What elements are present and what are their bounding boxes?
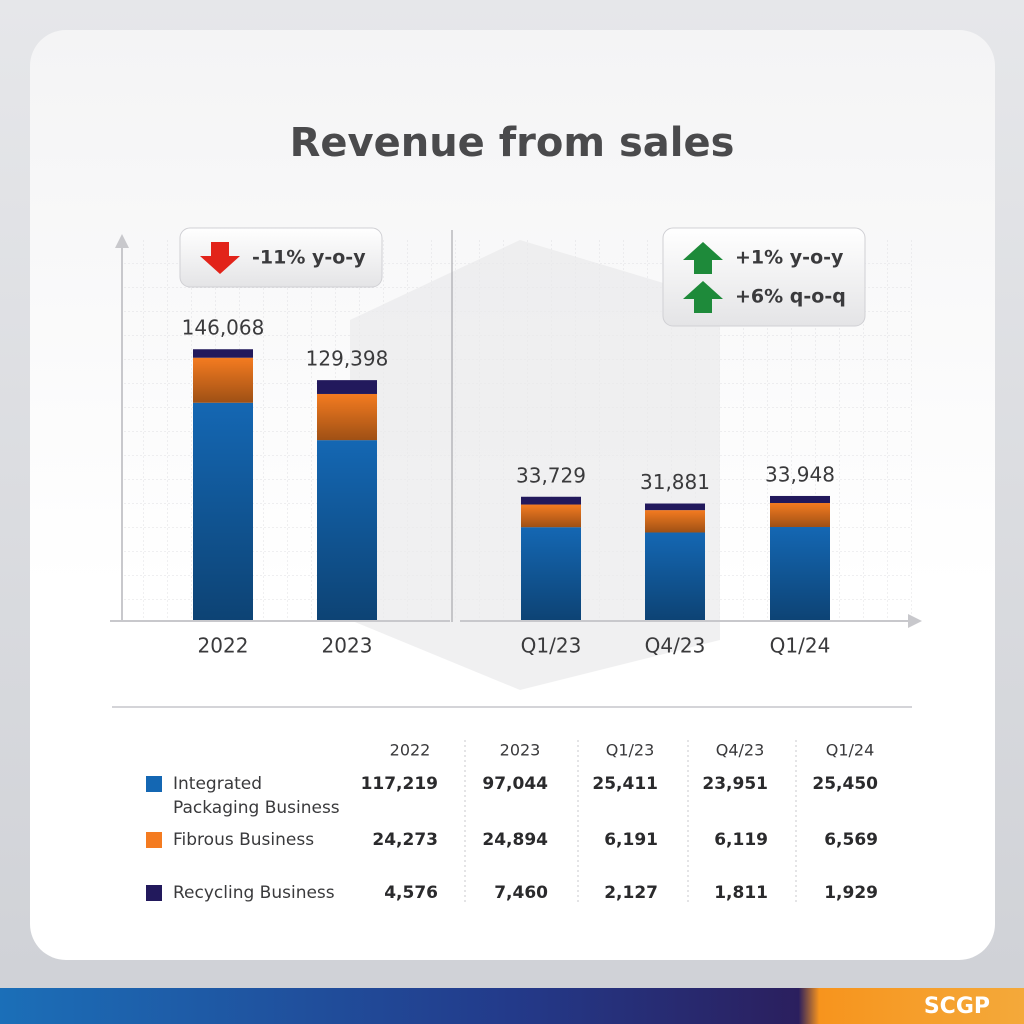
x-tick-label: 2023 (322, 634, 373, 658)
x-tick-label: 2022 (198, 634, 249, 658)
row-label: Recycling Business (173, 883, 335, 903)
table-cell: 117,219 (361, 774, 438, 794)
bar-segment (521, 527, 581, 620)
axis-arrow (115, 234, 129, 248)
badge-text: -11% y-o-y (252, 247, 366, 269)
trend-arrow (200, 242, 240, 274)
total-label: 33,729 (516, 463, 586, 487)
table-header: 2022 (390, 741, 431, 760)
legend-swatch (146, 885, 162, 901)
table-cell: 6,119 (714, 830, 768, 850)
axis-arrow (908, 614, 922, 628)
badge (662, 227, 866, 327)
trend-arrow (683, 242, 723, 274)
brand: SCGP (924, 994, 990, 1019)
table-header: Q1/23 (606, 741, 655, 760)
x-tick-label: Q1/24 (770, 634, 831, 658)
table-cell: 2,127 (604, 883, 658, 903)
bar-segment (645, 532, 705, 620)
bar-segment (193, 349, 253, 358)
table-cell: 25,450 (812, 774, 878, 794)
table-cell: 24,894 (482, 830, 548, 850)
badge-text: +6% q-o-q (735, 286, 846, 308)
footer-bar (0, 988, 1024, 1024)
legend-swatch (146, 776, 162, 792)
table-cell: 6,569 (824, 830, 878, 850)
table-header: Q4/23 (716, 741, 765, 760)
table-cell: 7,460 (494, 883, 548, 903)
bar-segment (521, 496, 581, 505)
table-header: Q1/24 (826, 741, 875, 760)
row-label: Integrated Packaging Business (173, 774, 340, 818)
table-cell: 1,929 (824, 883, 878, 903)
bar-segment (317, 393, 377, 441)
bar-segment (317, 440, 377, 620)
bar-segment (645, 503, 705, 511)
table-cell: 97,044 (482, 774, 548, 794)
total-label: 129,398 (306, 347, 389, 371)
title: Revenue from sales (290, 120, 735, 166)
table-cell: 1,811 (714, 883, 768, 903)
total-label: 33,948 (765, 462, 835, 486)
table-cell: 4,576 (384, 883, 438, 903)
trend-arrow (683, 281, 723, 313)
bar-segment (770, 503, 830, 528)
table-cell: 6,191 (604, 830, 658, 850)
total-label: 31,881 (640, 470, 710, 494)
bar-segment (193, 402, 253, 620)
table-cell: 25,411 (592, 774, 658, 794)
bar-segment (770, 527, 830, 620)
table-cell: 23,951 (702, 774, 768, 794)
x-tick-label: Q4/23 (645, 634, 706, 658)
x-tick-label: Q1/23 (521, 634, 582, 658)
total-label: 146,068 (182, 316, 265, 340)
box-decoration (350, 240, 720, 690)
bar-segment (317, 380, 377, 394)
table-cell: 24,273 (372, 830, 438, 850)
bar-segment (193, 357, 253, 403)
badge-text: +1% y-o-y (735, 247, 844, 269)
bar-segment (770, 495, 830, 504)
badge (179, 227, 383, 288)
table-header: 2023 (500, 741, 541, 760)
row-label: Fibrous Business (173, 830, 314, 850)
bar-segment (645, 510, 705, 533)
bar-segment (521, 504, 581, 528)
legend-swatch (146, 832, 162, 848)
